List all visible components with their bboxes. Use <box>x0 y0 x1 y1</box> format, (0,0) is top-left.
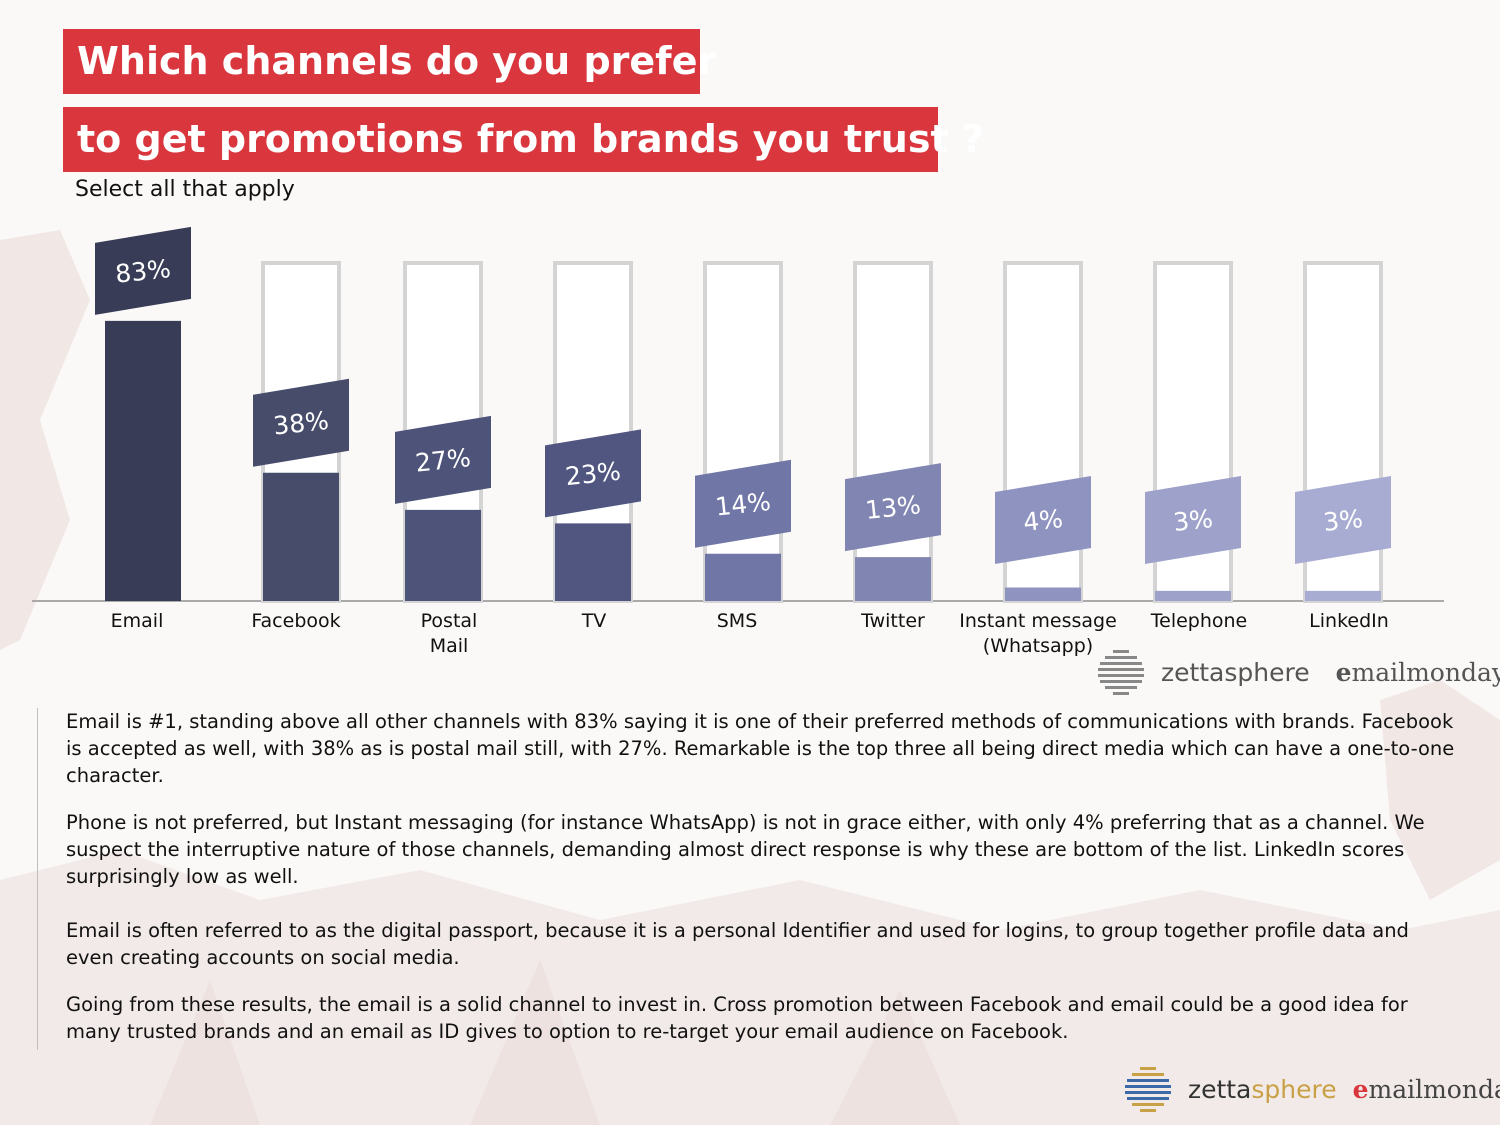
sphere-wordmark: sphere <box>1224 657 1310 687</box>
category-label-tv: TV <box>581 610 607 632</box>
value-label-postal-mail: 27% <box>414 443 472 478</box>
zetta-wordmark: zetta <box>1187 1074 1252 1104</box>
bar-track-sms <box>703 261 783 603</box>
bar-sms <box>705 553 781 601</box>
bar-twitter <box>855 557 931 601</box>
emailmonday-wordmark: mailmonday <box>1351 657 1500 687</box>
category-label-facebook: Facebook <box>251 610 341 632</box>
bar-postal-mail <box>405 509 481 601</box>
paragraph-1: Email is #1, standing above all other ch… <box>66 710 1455 787</box>
logo-group-chart: zettasphere emailmonday <box>1095 648 1500 696</box>
value-label-telephone: 3% <box>1172 504 1214 537</box>
value-tag-sms <box>695 459 791 548</box>
title-line-1: Which channels do you prefer <box>63 29 716 94</box>
bar-instant-message-whatsapp <box>1005 587 1081 601</box>
value-label-linkedin: 3% <box>1322 504 1364 537</box>
value-tag-instant-message-whatsapp <box>995 476 1091 564</box>
value-tag-facebook <box>253 378 349 467</box>
bar-telephone <box>1155 590 1231 601</box>
paragraph-4: Going from these results, the email is a… <box>66 993 1408 1043</box>
value-tag-email <box>95 226 191 315</box>
bar-email <box>105 320 181 601</box>
subtitle: Select all that apply <box>75 177 295 202</box>
value-label-twitter: 13% <box>864 490 922 525</box>
value-tag-telephone <box>1145 476 1241 564</box>
emailmonday-wordmark: mailmonday <box>1368 1074 1500 1104</box>
value-tag-tv <box>545 429 641 518</box>
category-label-telephone: Telephone <box>1150 610 1248 632</box>
title-line-2: to get promotions from brands you trust … <box>63 107 984 172</box>
bar-chart: 83% 38% 27% 23% 14% 13% 4% 3% 3% <box>32 226 1444 603</box>
value-label-instant-message-whatsapp: 4% <box>1022 504 1064 537</box>
value-label-sms: 14% <box>714 487 772 522</box>
category-label-twitter: Twitter <box>861 610 925 632</box>
zettasphere-globe-icon <box>1098 650 1144 695</box>
bar-track-twitter <box>853 261 933 603</box>
zettasphere-globe-icon <box>1125 1067 1171 1112</box>
logo-group-footer: zettasphere emailmonday <box>1122 1065 1500 1113</box>
paragraph-3: Email is often referred to as the digita… <box>66 919 1409 969</box>
category-label-linkedin: LinkedIn <box>1309 610 1389 632</box>
bar-tv <box>555 523 631 601</box>
sphere-wordmark: sphere <box>1251 1074 1337 1104</box>
bar-facebook <box>263 472 339 601</box>
category-label-sms: SMS <box>716 610 758 632</box>
paragraph-2: Phone is not preferred, but Instant mess… <box>66 811 1425 888</box>
value-tag-twitter <box>845 463 941 552</box>
value-tag-postal-mail <box>395 415 491 504</box>
category-label-email: Email <box>110 610 164 632</box>
bar-linkedin <box>1305 590 1381 601</box>
emailmonday-e: e <box>1352 1074 1369 1104</box>
emailmonday-e: e <box>1335 657 1352 687</box>
value-tag-linkedin <box>1295 476 1391 564</box>
value-label-facebook: 38% <box>272 406 330 441</box>
value-label-email: 83% <box>114 254 172 289</box>
zetta-wordmark: zetta <box>1160 657 1225 687</box>
category-label-postal-mail: Postal Mail <box>420 610 478 657</box>
category-label-instant-message-whatsapp: Instant message (Whatsapp) <box>959 610 1117 657</box>
commentary: Email is #1, standing above all other ch… <box>37 708 1457 1050</box>
value-label-tv: 23% <box>564 457 622 492</box>
